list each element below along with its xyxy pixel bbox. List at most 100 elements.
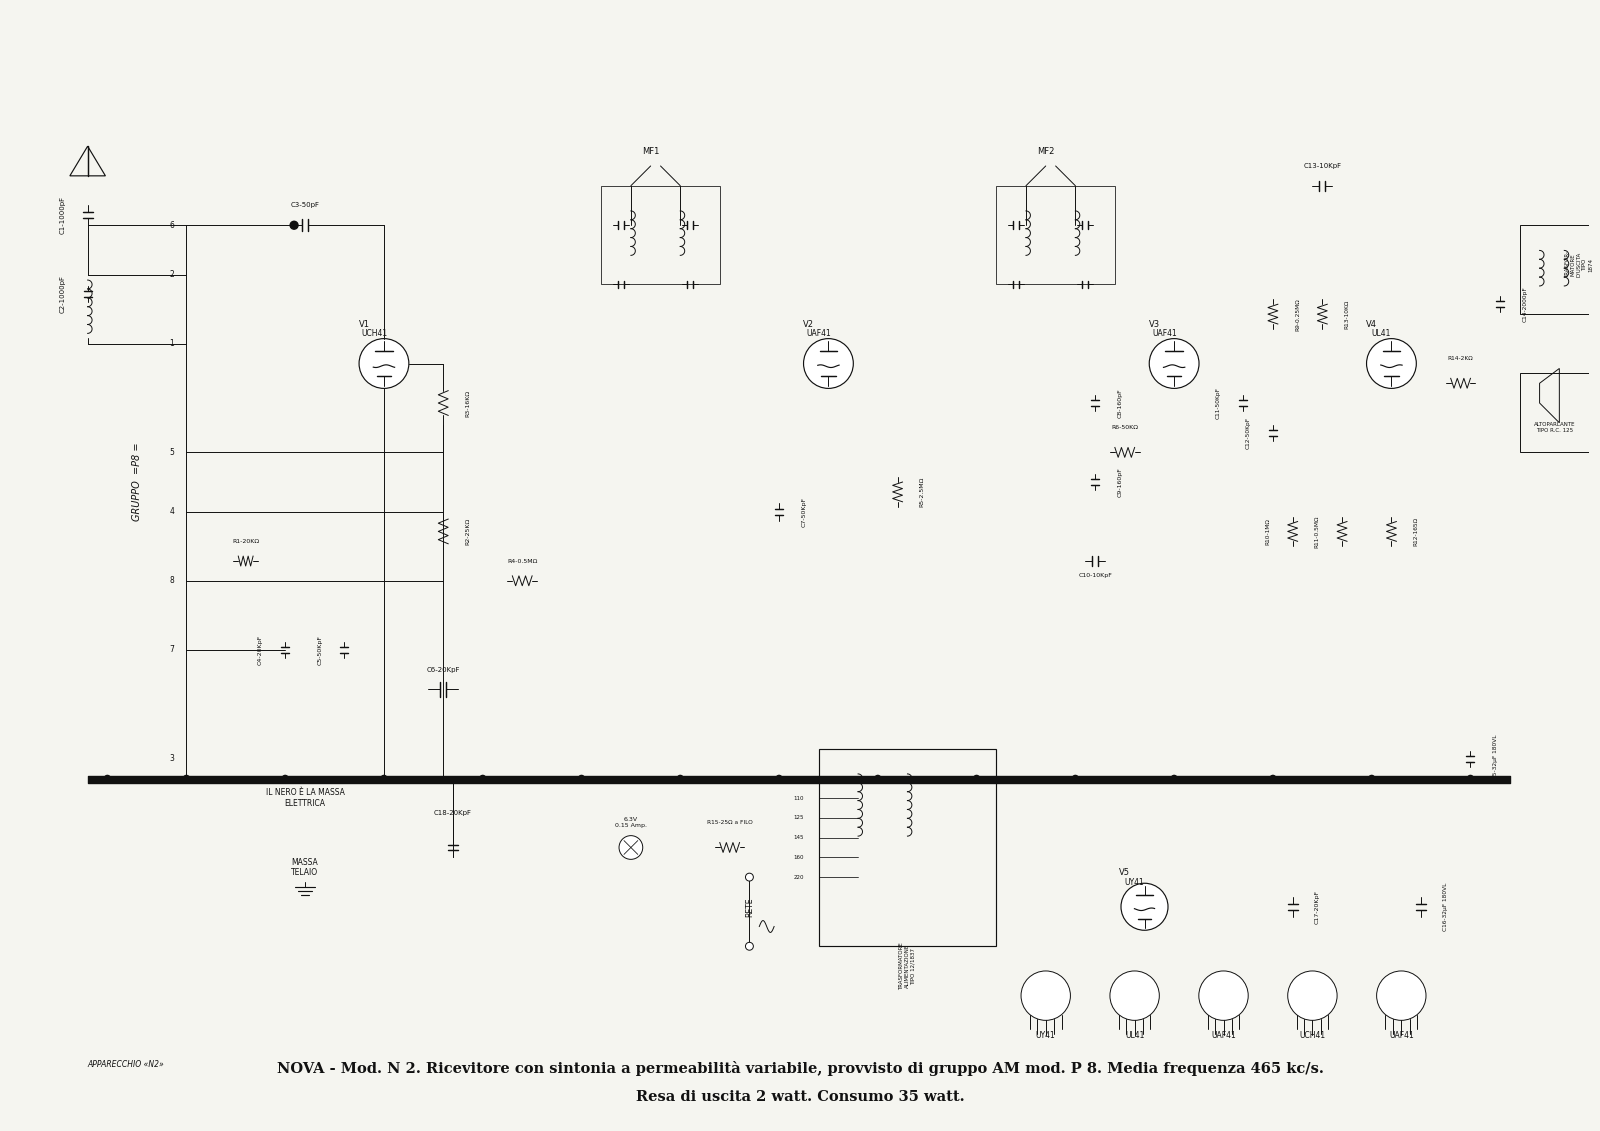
Text: C3-50pF: C3-50pF <box>291 202 320 208</box>
Text: C18-20KpF: C18-20KpF <box>434 810 472 815</box>
Text: APPARECCHIO «N2»: APPARECCHIO «N2» <box>88 1060 165 1069</box>
Text: MASSA
TELAIO: MASSA TELAIO <box>291 857 318 877</box>
Text: V1: V1 <box>358 319 370 328</box>
Text: 2: 2 <box>170 270 174 279</box>
Circle shape <box>480 776 486 782</box>
Text: C16-32μF 180VL: C16-32μF 180VL <box>1443 882 1448 931</box>
Text: UL41: UL41 <box>1125 1030 1144 1039</box>
Text: C13-10KpF: C13-10KpF <box>1304 163 1341 169</box>
Text: C7-50KpF: C7-50KpF <box>802 497 806 527</box>
Text: R3-16KΩ: R3-16KΩ <box>466 389 470 416</box>
Text: C6-20KpF: C6-20KpF <box>427 666 459 673</box>
Text: TRASFOR-
MATORE
D'USCITA
TIPO
1874: TRASFOR- MATORE D'USCITA TIPO 1874 <box>1565 251 1594 278</box>
Circle shape <box>282 776 288 782</box>
Circle shape <box>1021 970 1070 1020</box>
Bar <box>997 185 1115 285</box>
Circle shape <box>104 776 110 782</box>
Circle shape <box>290 222 298 230</box>
Text: ALTOPARLANTE
TIPO R.C. 125: ALTOPARLANTE TIPO R.C. 125 <box>1534 422 1574 433</box>
Text: C9-160pF: C9-160pF <box>1117 467 1122 497</box>
Text: 220: 220 <box>794 874 805 880</box>
Text: C1-1000pF: C1-1000pF <box>59 197 66 234</box>
Text: 3: 3 <box>170 754 174 763</box>
Text: 110: 110 <box>794 795 805 801</box>
Text: R4-0.5MΩ: R4-0.5MΩ <box>507 559 538 563</box>
Circle shape <box>1467 776 1474 782</box>
Bar <box>1520 225 1589 314</box>
Bar <box>1520 373 1589 452</box>
Text: 125: 125 <box>794 815 805 820</box>
Text: R9-0.25MΩ: R9-0.25MΩ <box>1294 297 1301 330</box>
Text: 6.3V
0.15 Amp.: 6.3V 0.15 Amp. <box>614 818 646 828</box>
Text: V4: V4 <box>1366 319 1378 328</box>
Circle shape <box>1376 970 1426 1020</box>
Text: 7: 7 <box>170 646 174 655</box>
Circle shape <box>1270 776 1275 782</box>
Circle shape <box>746 942 754 950</box>
Text: C10-10KpF: C10-10KpF <box>1078 573 1112 578</box>
Circle shape <box>358 338 410 388</box>
Text: C8-160pF: C8-160pF <box>1117 388 1122 417</box>
Circle shape <box>579 776 584 782</box>
Circle shape <box>803 338 853 388</box>
Text: R10-1MΩ: R10-1MΩ <box>1266 518 1270 545</box>
Circle shape <box>875 776 880 782</box>
Circle shape <box>184 776 189 782</box>
Text: V3: V3 <box>1149 319 1160 328</box>
Text: 6: 6 <box>170 221 174 230</box>
Text: R6-50KΩ: R6-50KΩ <box>1112 425 1138 430</box>
Text: UY41: UY41 <box>1125 878 1144 887</box>
Text: UCH41: UCH41 <box>362 329 387 338</box>
Circle shape <box>1171 776 1178 782</box>
Text: UY41: UY41 <box>1035 1030 1056 1039</box>
Text: MF1: MF1 <box>642 147 659 156</box>
Text: V2: V2 <box>803 319 814 328</box>
Text: UAF41: UAF41 <box>1152 329 1176 338</box>
Circle shape <box>1198 970 1248 1020</box>
Circle shape <box>1110 970 1160 1020</box>
Text: UAF41: UAF41 <box>806 329 830 338</box>
Circle shape <box>1368 776 1374 782</box>
Text: C17-20KpF: C17-20KpF <box>1315 890 1320 924</box>
Text: C5-50KpF: C5-50KpF <box>317 634 322 665</box>
Bar <box>602 185 720 285</box>
Circle shape <box>677 776 683 782</box>
Text: GRUPPO  =P8 =: GRUPPO =P8 = <box>133 443 142 521</box>
Text: 145: 145 <box>794 835 805 840</box>
Text: R1-20KΩ: R1-20KΩ <box>232 538 259 544</box>
Text: TRASFORMATORE
ALIMENTAZIONE
TIPO 12/1837: TRASFORMATORE ALIMENTAZIONE TIPO 12/1837 <box>899 942 915 990</box>
Text: UL41: UL41 <box>1371 329 1392 338</box>
Text: UAF41: UAF41 <box>1211 1030 1235 1039</box>
Circle shape <box>381 776 387 782</box>
Text: UCH41: UCH41 <box>1299 1030 1325 1039</box>
Text: R13-10KΩ: R13-10KΩ <box>1344 300 1349 329</box>
Circle shape <box>1072 776 1078 782</box>
Text: R11-0.5MΩ: R11-0.5MΩ <box>1315 516 1320 547</box>
Text: R14-2KΩ: R14-2KΩ <box>1448 356 1474 361</box>
Circle shape <box>1149 338 1198 388</box>
Circle shape <box>619 836 643 860</box>
Circle shape <box>776 776 782 782</box>
Text: C14-2000pF: C14-2000pF <box>1522 286 1528 322</box>
Text: C2-1000pF: C2-1000pF <box>59 275 66 313</box>
Text: UAF41: UAF41 <box>1389 1030 1414 1039</box>
Text: C11-50KpF: C11-50KpF <box>1216 387 1221 418</box>
Text: C4-20KpF: C4-20KpF <box>258 634 262 665</box>
Circle shape <box>746 873 754 881</box>
Text: IL NERO È LA MASSA
ELETTRICA: IL NERO È LA MASSA ELETTRICA <box>266 788 344 808</box>
Circle shape <box>1288 970 1338 1020</box>
Circle shape <box>1122 883 1168 931</box>
Text: C12-50KpF: C12-50KpF <box>1246 416 1251 449</box>
Text: MF2: MF2 <box>1037 147 1054 156</box>
Text: C15-32μF 180VL: C15-32μF 180VL <box>1493 734 1498 783</box>
Text: 5: 5 <box>170 448 174 457</box>
Circle shape <box>974 776 979 782</box>
Text: 8: 8 <box>170 577 174 586</box>
Text: R2-25KΩ: R2-25KΩ <box>466 518 470 545</box>
Text: 4: 4 <box>170 507 174 516</box>
Bar <box>819 749 997 947</box>
Text: R5-2.5MΩ: R5-2.5MΩ <box>920 477 925 507</box>
Text: 160: 160 <box>794 855 805 860</box>
Text: Resa di uscita 2 watt. Consumo 35 watt.: Resa di uscita 2 watt. Consumo 35 watt. <box>635 1090 965 1104</box>
Text: RETE: RETE <box>746 897 754 916</box>
